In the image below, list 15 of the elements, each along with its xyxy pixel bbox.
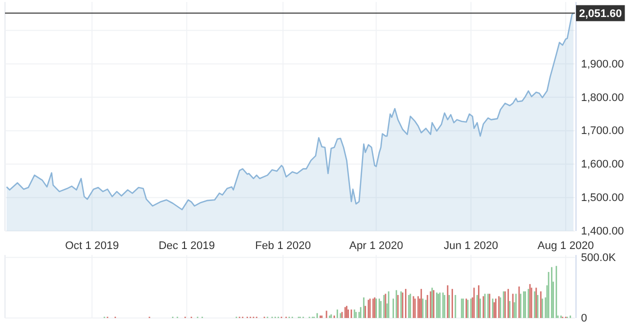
- x-tick-label: Oct 1 2019: [65, 240, 119, 252]
- x-tick-label: Feb 1 2020: [255, 240, 311, 252]
- y-tick-label: 1,800.00: [581, 92, 624, 104]
- y-tick-label: 0: [581, 312, 588, 325]
- x-tick-label: Apr 1 2020: [349, 240, 404, 252]
- ref-line-label: 2,051.60: [579, 8, 622, 20]
- y-tick-label: 1,600.00: [581, 158, 624, 171]
- y-tick-label: 1,400.00: [581, 226, 624, 238]
- y-tick-label: 1,900.00: [581, 58, 624, 70]
- y-tick-label: 1,700.00: [581, 125, 624, 138]
- y-tick-label: 500.0K: [581, 252, 617, 264]
- x-tick-label: Jun 1 2020: [444, 240, 498, 252]
- x-tick-label: Aug 1 2020: [538, 240, 594, 252]
- x-tick-label: Dec 1 2019: [158, 240, 215, 252]
- y-tick-label: 1,500.00: [581, 192, 624, 204]
